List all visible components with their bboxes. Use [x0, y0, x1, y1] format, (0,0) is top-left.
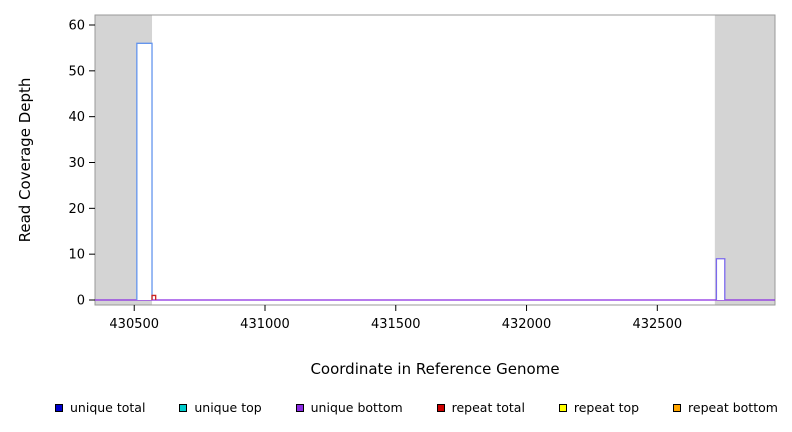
legend-label-repeat-top: repeat top [573, 400, 640, 415]
legend-swatch-unique-total [55, 403, 63, 412]
x-tick-label: 432500 [632, 317, 682, 332]
legend-item-repeat-total: repeat total [436, 400, 525, 415]
legend-item-unique-bottom: unique bottom [295, 400, 403, 415]
coverage-spike [151, 294, 157, 300]
y-tick-label: 50 [68, 64, 85, 79]
y-tick-label: 60 [68, 19, 85, 34]
y-tick-label: 20 [68, 202, 85, 217]
legend-item-unique-top: unique top [179, 400, 262, 415]
y-tick-label: 10 [68, 248, 85, 263]
legend-swatch-repeat-bottom [673, 403, 682, 412]
legend-swatch-repeat-total [436, 403, 445, 412]
coverage-spike [715, 258, 726, 300]
plot-border [94, 14, 776, 306]
y-tick-label: 0 [77, 294, 85, 309]
legend-swatch-unique-top [179, 403, 188, 412]
coverage-spike [136, 42, 153, 300]
x-tick-label: 430500 [109, 317, 159, 332]
legend-label-repeat-total: repeat total [451, 400, 525, 415]
legend-item-unique-total: unique total [55, 400, 145, 415]
shaded-region [714, 15, 775, 305]
legend-swatch-repeat-top [558, 403, 567, 412]
legend-item-repeat-bottom: repeat bottom [673, 400, 778, 415]
legend-label-unique-total: unique total [70, 400, 146, 415]
legend-label-unique-bottom: unique bottom [310, 400, 403, 415]
x-tick-label: 431000 [240, 317, 290, 332]
legend: unique total unique top unique bottom re… [0, 400, 792, 415]
legend-swatch-unique-bottom [295, 403, 304, 412]
x-tick-label: 431500 [371, 317, 421, 332]
plot-area: 430500 431000 431500 432000 432500 0 10 20 30 40 5… [68, 14, 776, 332]
legend-label-repeat-bottom: repeat bottom [688, 400, 778, 415]
y-tick-label: 40 [68, 110, 85, 125]
x-axis-title: Coordinate in Reference Genome [310, 360, 560, 378]
legend-label-unique-top: unique top [194, 400, 262, 415]
x-tick-label: 432000 [502, 317, 552, 332]
legend-item-repeat-top: repeat top [558, 400, 640, 415]
y-tick-label: 30 [68, 156, 85, 171]
y-axis-title: Read Coverage Depth [16, 77, 34, 243]
